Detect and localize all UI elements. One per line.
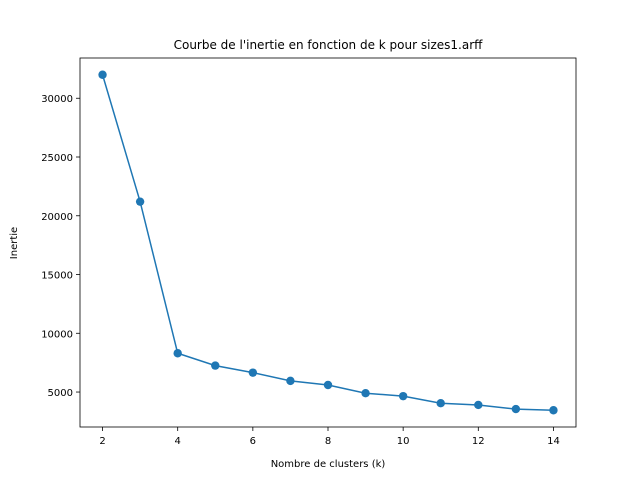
y-tick-label: 30000 — [41, 94, 73, 105]
data-point — [286, 376, 295, 386]
data-point — [511, 404, 521, 414]
y-tick-label: 25000 — [41, 153, 73, 164]
data-point — [211, 361, 220, 370]
y-tick-label: 10000 — [41, 329, 73, 340]
data-point — [248, 368, 258, 377]
x-tick-label: 14 — [547, 436, 560, 447]
x-tick-label: 10 — [397, 436, 410, 447]
data-point — [98, 70, 107, 79]
data-point — [361, 389, 370, 398]
y-tick-label: 20000 — [41, 212, 73, 223]
chart-title: Courbe de l'inertie en fonction de k pou… — [174, 38, 484, 52]
y-tick-label: 5000 — [48, 388, 73, 399]
plot-series — [98, 70, 558, 415]
data-point — [173, 349, 182, 358]
data-point — [436, 399, 445, 408]
x-tick-label: 6 — [250, 436, 256, 447]
data-point — [135, 197, 145, 206]
x-tick-label: 4 — [175, 436, 181, 447]
data-point — [398, 391, 408, 401]
y-axis: 5000 10000 15000 20000 25000 30000 — [41, 94, 80, 399]
data-point — [549, 406, 558, 415]
data-point — [474, 400, 483, 410]
x-tick-label: 2 — [99, 436, 105, 447]
data-point — [323, 380, 333, 390]
y-axis-title: Inertie — [9, 227, 20, 259]
plot-frame — [79, 57, 577, 428]
x-axis: 2 4 6 8 10 12 14 — [99, 427, 560, 447]
x-tick-label: 12 — [472, 436, 485, 447]
y-tick-label: 15000 — [41, 271, 73, 282]
x-axis-title: Nombre de clusters (k) — [271, 459, 386, 470]
x-tick-label: 8 — [325, 436, 331, 447]
